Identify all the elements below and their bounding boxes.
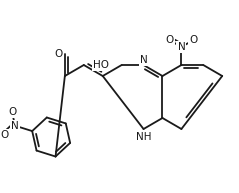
Text: N: N bbox=[140, 55, 147, 65]
Text: HO: HO bbox=[93, 60, 109, 70]
Text: O: O bbox=[8, 107, 16, 117]
Text: N: N bbox=[11, 121, 19, 131]
Text: O: O bbox=[189, 35, 198, 45]
Text: O: O bbox=[165, 35, 174, 45]
Text: N: N bbox=[178, 42, 185, 52]
Text: O: O bbox=[1, 130, 9, 140]
Text: NH: NH bbox=[136, 132, 151, 142]
Text: O: O bbox=[55, 49, 63, 59]
